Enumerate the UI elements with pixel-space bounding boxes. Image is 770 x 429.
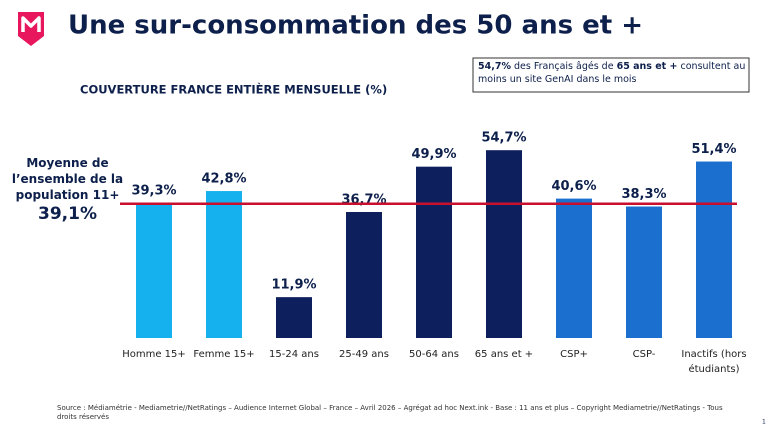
annotation-box	[472, 57, 750, 93]
bar	[206, 191, 242, 338]
annotation-segment: 65 ans et +	[616, 61, 678, 72]
x-tick-label-box: 15-24 ans	[269, 349, 319, 360]
x-tick-label: CSP+	[560, 349, 588, 360]
value-label: 54,7%	[481, 131, 526, 146]
reference-text: Moyenne de l’ensemble de la population 1…	[11, 156, 124, 202]
x-tick-label-box: 65 ans et +	[474, 349, 534, 360]
bar	[416, 166, 452, 338]
x-tick-label: Homme 15+	[122, 349, 186, 360]
x-tick-label: CSP-	[632, 349, 656, 360]
bar	[346, 211, 382, 338]
annotation-segment: consultent au moins un site GenAI dans l…	[478, 61, 746, 85]
value-label: 51,4%	[691, 142, 736, 157]
x-tick-label-box: CSP-	[632, 349, 656, 360]
x-tick-label: 25-49 ans	[339, 349, 389, 360]
x-tick-label: 50-64 ans	[409, 349, 459, 360]
x-tick-label-box: CSP+	[560, 349, 588, 360]
reference-block: Moyenne de l’ensemble de la population 1…	[11, 156, 124, 224]
x-tick-label-box: 50-64 ans	[409, 349, 459, 360]
bar	[486, 150, 522, 338]
x-tick-label-box: 25-49 ans	[339, 349, 389, 360]
value-label: 38,3%	[621, 187, 666, 202]
chart-subtitle: COUVERTURE FRANCE ENTIÈRE MENSUELLE (%)	[80, 82, 387, 97]
logo	[18, 12, 44, 46]
x-tick-label: 65 ans et +	[474, 349, 534, 360]
page-number: 1	[762, 419, 766, 426]
value-label: 39,3%	[131, 184, 176, 199]
reference-label: 39,1%	[38, 204, 97, 224]
value-label: 49,9%	[411, 147, 456, 162]
source: Source : Médiamétrie - Mediametrie//NetR…	[57, 404, 723, 421]
annotation-segment: des Français âgés de	[510, 61, 617, 72]
value-label: 36,7%	[341, 192, 386, 207]
bar	[556, 198, 592, 338]
annotation-text: 54,7% des Français âgés de 65 ans et + c…	[478, 60, 746, 86]
x-tick-label-box: Femme 15+	[193, 349, 255, 360]
bar	[136, 203, 172, 338]
bar	[276, 297, 312, 338]
annotation-segment: 54,7%	[478, 61, 511, 72]
x-tick-label: Inactifs (hors étudiants)	[681, 349, 747, 375]
chart-title: Une sur-consommation des 50 ans et +	[68, 11, 643, 41]
value-label: 42,8%	[201, 172, 246, 187]
bar	[626, 206, 662, 338]
x-tick-label-box: Inactifs (hors étudiants)	[681, 349, 747, 375]
annotation: 54,7% des Français âgés de 65 ans et + c…	[478, 60, 746, 86]
x-tick-label: Femme 15+	[193, 349, 255, 360]
bar	[696, 161, 732, 338]
x-tick-label-box: Homme 15+	[122, 349, 186, 360]
value-label: 40,6%	[551, 179, 596, 194]
source-text: Source : Médiamétrie - Mediametrie//NetR…	[57, 404, 723, 421]
value-label: 11,9%	[271, 278, 316, 293]
x-tick-label: 15-24 ans	[269, 349, 319, 360]
